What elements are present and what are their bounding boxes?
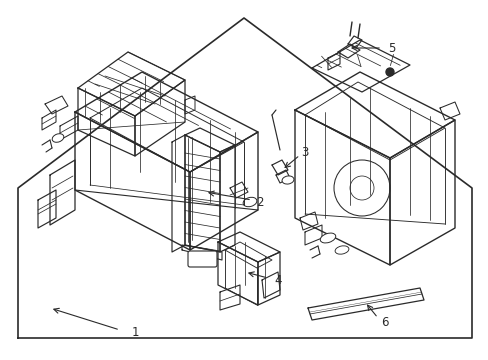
Text: 5: 5 [387, 41, 395, 54]
Ellipse shape [282, 176, 293, 184]
Ellipse shape [243, 197, 256, 207]
Ellipse shape [52, 134, 63, 142]
Text: 4: 4 [274, 274, 281, 287]
Ellipse shape [334, 246, 348, 254]
Circle shape [385, 68, 393, 76]
Ellipse shape [320, 233, 335, 243]
Text: 6: 6 [381, 315, 388, 328]
FancyBboxPatch shape [187, 251, 217, 267]
Text: 1: 1 [131, 325, 139, 338]
Text: 2: 2 [256, 195, 263, 208]
Text: 3: 3 [301, 145, 308, 158]
